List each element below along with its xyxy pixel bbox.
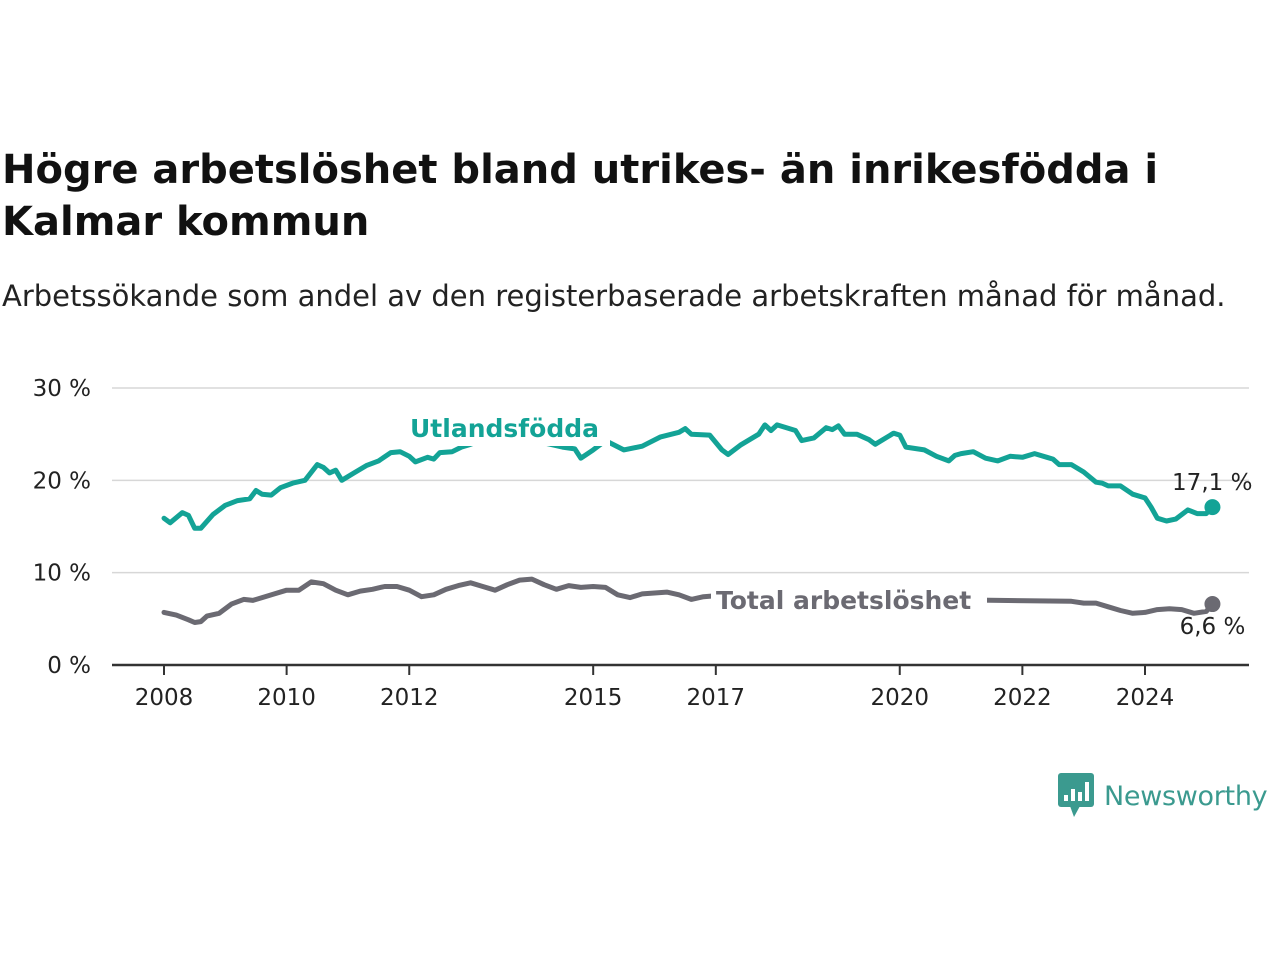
x-tick-label: 2024 xyxy=(1116,685,1175,711)
x-tick-label: 2022 xyxy=(993,685,1052,711)
x-tick-label: 2020 xyxy=(870,685,929,711)
series-labels: Utlandsfödda 17,1 % Total arbetslöshet 6,6 … xyxy=(405,408,1252,640)
series-line xyxy=(161,422,1215,531)
series-name-label: Utlandsfödda xyxy=(410,414,599,443)
x-tick-label: 2010 xyxy=(257,685,316,711)
x-tick-label: 2015 xyxy=(564,685,623,711)
y-axis-tick-labels: 0 % 10 % 20 % 30 % xyxy=(33,376,91,679)
series-name-label: Total arbetslöshet xyxy=(716,586,971,615)
x-tick-label: 2008 xyxy=(135,685,194,711)
grid-lines xyxy=(112,387,1249,574)
newsworthy-logo: Newsworthy xyxy=(1058,773,1268,819)
bar-chart-speech-bubble-icon xyxy=(1058,773,1094,817)
series-end-point xyxy=(1204,499,1221,516)
series-lines xyxy=(161,422,1221,625)
series-end-value-label: 17,1 % xyxy=(1172,470,1252,496)
label-background xyxy=(405,408,610,446)
y-tick-label: 20 % xyxy=(33,468,91,494)
chart-subtitle: Arbetssökande som andel av den registerb… xyxy=(2,279,1226,313)
chart-title: Högre arbetslöshet bland utrikes- än inr… xyxy=(2,147,1159,245)
y-tick-label: 30 % xyxy=(33,376,91,402)
series-end-point xyxy=(1204,596,1221,613)
x-tick-label: 2017 xyxy=(687,685,746,711)
series-end-value-label: 6,6 % xyxy=(1180,614,1246,640)
y-tick-label: 10 % xyxy=(33,561,91,587)
series-line xyxy=(161,576,1215,625)
y-tick-label: 0 % xyxy=(47,653,91,679)
brand-name: Newsworthy xyxy=(1104,780,1268,812)
x-axis: 2008 2010 2012 2015 2017 2020 2022 2024 xyxy=(112,663,1249,711)
x-tick-label: 2012 xyxy=(380,685,439,711)
label-background xyxy=(711,582,987,618)
